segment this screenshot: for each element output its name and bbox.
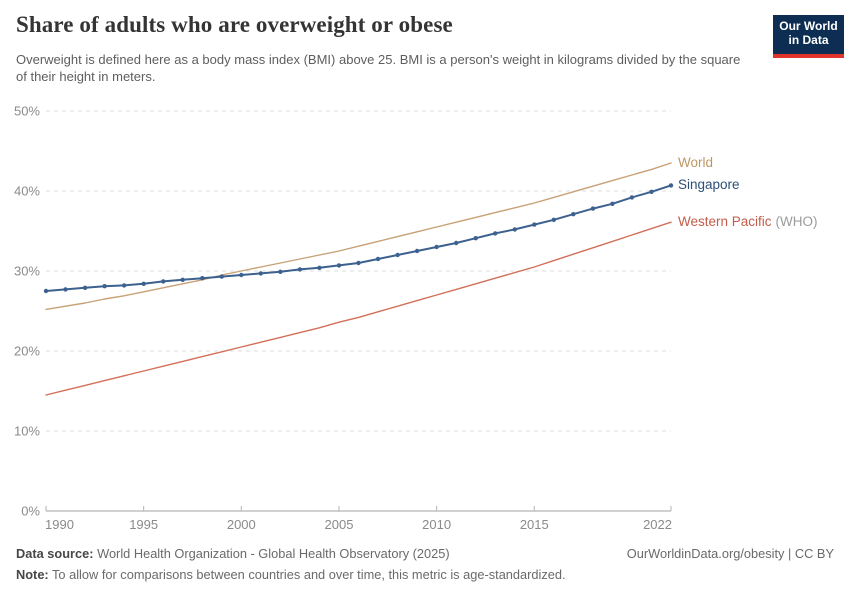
data-point	[512, 227, 517, 232]
data-source-text: World Health Organization - Global Healt…	[97, 546, 450, 561]
data-point	[200, 276, 205, 281]
x-tick-label: 2015	[520, 517, 549, 532]
data-point	[395, 252, 400, 258]
data-point	[297, 267, 303, 272]
series-label-world[interactable]: World	[678, 154, 713, 172]
data-source-label: Data source:	[16, 546, 94, 561]
data-point	[356, 260, 361, 266]
data-point	[121, 283, 127, 288]
x-tick-label: 2022	[643, 517, 672, 532]
data-point	[258, 271, 263, 276]
y-tick-label: 10%	[14, 424, 40, 439]
data-point	[493, 231, 498, 236]
data-point	[141, 281, 146, 286]
note-text: To allow for comparisons between countri…	[52, 567, 566, 582]
y-tick-label: 30%	[14, 264, 40, 279]
data-point	[610, 201, 615, 206]
x-tick-label: 2010	[422, 517, 451, 532]
data-point	[454, 240, 459, 246]
chart-note: Note: To allow for comparisons between c…	[16, 567, 834, 582]
data-point	[668, 183, 674, 188]
data-point	[43, 288, 49, 294]
data-point	[532, 222, 537, 227]
series-label-text: World	[678, 154, 714, 170]
data-point	[161, 279, 166, 284]
series-label-suffix: (WHO)	[775, 213, 818, 229]
data-point	[219, 274, 224, 279]
series-line-singapore[interactable]	[45, 184, 672, 292]
page-title: Share of adults who are overweight or ob…	[16, 12, 453, 37]
data-point	[317, 265, 322, 270]
data-point	[590, 206, 596, 211]
y-tick-label: 40%	[14, 184, 40, 199]
owid-link[interactable]: OurWorldinData.org/obesity | CC BY	[626, 546, 834, 561]
series-label-text: Western Pacific	[678, 213, 772, 229]
data-point	[82, 285, 88, 290]
owid-logo[interactable]: Our World in Data	[773, 15, 844, 58]
series-label-text: Singapore	[678, 176, 740, 192]
y-tick-label: 20%	[14, 344, 40, 359]
data-point	[551, 217, 556, 222]
data-point	[278, 269, 283, 274]
series-label-singapore[interactable]: Singapore	[678, 176, 740, 194]
data-point	[649, 189, 654, 194]
data-point	[180, 277, 185, 282]
data-point	[63, 287, 68, 292]
data-point	[571, 212, 576, 217]
data-point	[239, 272, 244, 278]
y-tick-label: 50%	[14, 104, 40, 119]
data-point	[473, 236, 478, 241]
series-line-western-pacific[interactable]	[45, 221, 672, 396]
data-point	[414, 248, 420, 254]
data-source: Data source: World Health Organization -…	[16, 546, 450, 561]
data-point	[336, 263, 342, 268]
owid-logo-line2: in Data	[788, 33, 829, 47]
x-tick-label: 2005	[325, 517, 354, 532]
chart-footer: Data source: World Health Organization -…	[16, 546, 834, 582]
data-point	[629, 195, 635, 200]
series-line-world[interactable]	[45, 162, 672, 311]
x-tick-label: 2000	[227, 517, 256, 532]
x-tick-label: 1990	[45, 517, 74, 532]
note-label: Note:	[16, 567, 49, 582]
data-point	[102, 284, 107, 289]
y-tick-label: 0%	[21, 504, 40, 519]
data-point	[434, 244, 439, 250]
x-tick-label: 1995	[129, 517, 158, 532]
owid-logo-line1: Our World	[779, 19, 838, 33]
data-point	[375, 256, 381, 262]
series-label-western-pacific[interactable]: Western Pacific (WHO)	[678, 213, 818, 231]
chart-subtitle: Overweight is defined here as a body mas…	[16, 52, 741, 84]
